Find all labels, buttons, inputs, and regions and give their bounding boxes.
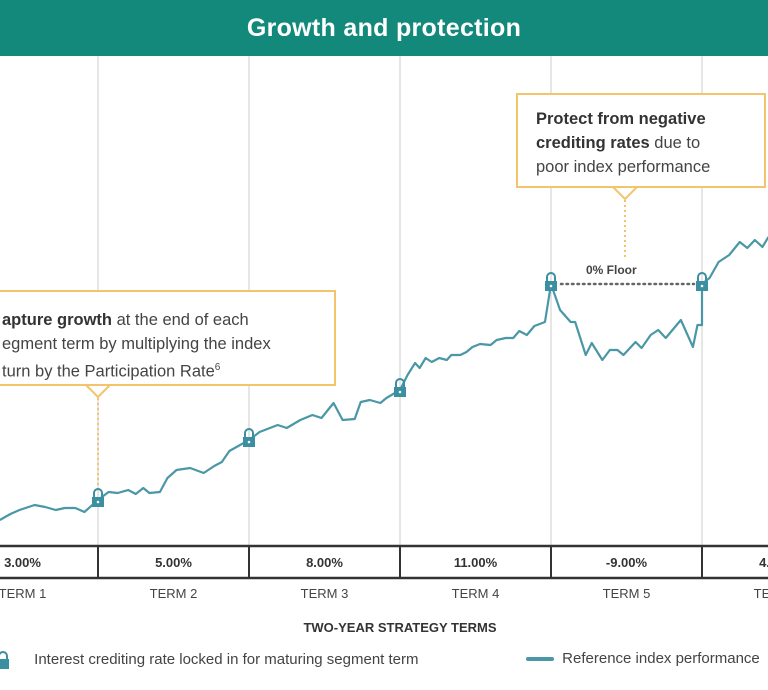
crediting-rate-term-3: 8.00% <box>306 555 343 570</box>
crediting-rate-term-4: 11.00% <box>453 555 498 570</box>
lock-keyhole <box>96 500 100 504</box>
callout-protect-line3: poor index performance <box>536 158 711 176</box>
crediting-rate-term-2: 5.00% <box>155 555 192 570</box>
footnote-marker: 6 <box>214 362 221 373</box>
lock-icon <box>0 651 9 669</box>
callout-protect-bold1: Protect from negative <box>536 110 706 128</box>
legend-line-swatch <box>526 657 554 662</box>
lock-icon <box>697 272 707 282</box>
callout-protect: Protect from negative crediting rates du… <box>516 93 766 188</box>
lock-keyhole <box>247 440 251 444</box>
callout-growth-line3: turn by the Participation Rate <box>2 362 215 381</box>
crediting-rate-term-6: 4.00% <box>759 555 768 570</box>
legend-item-lock: Interest crediting rate locked in for ma… <box>0 650 419 670</box>
floor-label: 0% Floor <box>586 263 637 277</box>
chart-title: Growth and protection <box>246 13 522 42</box>
index-performance-line <box>0 236 768 521</box>
term-label-2: TERM 2 <box>149 586 198 601</box>
term-label-6: TERM 6 <box>753 586 768 601</box>
x-axis-title: TWO-YEAR STRATEGY TERMS <box>303 620 497 635</box>
callout-growth-line1: at the end of each <box>112 311 249 329</box>
chart-header: Growth and protection <box>0 0 768 56</box>
term-label-3: TERM 3 <box>300 586 349 601</box>
term-label-4: TERM 4 <box>451 586 500 601</box>
legend-label-lock: Interest crediting rate locked in for ma… <box>34 650 419 668</box>
crediting-rate-term-5: -9.00% <box>605 555 648 570</box>
lock-icon <box>244 428 254 438</box>
callout-growth-line2: egment term by multiplying the index <box>2 335 271 353</box>
lock-icon <box>93 488 103 498</box>
legend-item-line: Reference index performance <box>526 650 760 667</box>
lock-keyhole <box>700 284 704 288</box>
legend-label-line: Reference index performance <box>562 650 760 667</box>
crediting-rate-term-1: 3.00% <box>4 555 41 570</box>
lock-keyhole <box>398 390 402 394</box>
callout-protect-line2: due to <box>649 134 701 152</box>
callout-protect-bold2: crediting rates <box>536 134 650 152</box>
lock-icon <box>395 378 405 388</box>
lock-keyhole <box>549 284 553 288</box>
lock-icon <box>546 272 556 282</box>
term-label-1: TERM 1 <box>0 586 47 601</box>
term-label-5: TERM 5 <box>602 586 651 601</box>
callout-capture-growth: apture growth at the end of each egment … <box>0 290 336 386</box>
callout-tail-growth <box>85 384 111 399</box>
callout-tail-protect <box>612 186 638 201</box>
callout-growth-bold: apture growth <box>2 311 112 329</box>
